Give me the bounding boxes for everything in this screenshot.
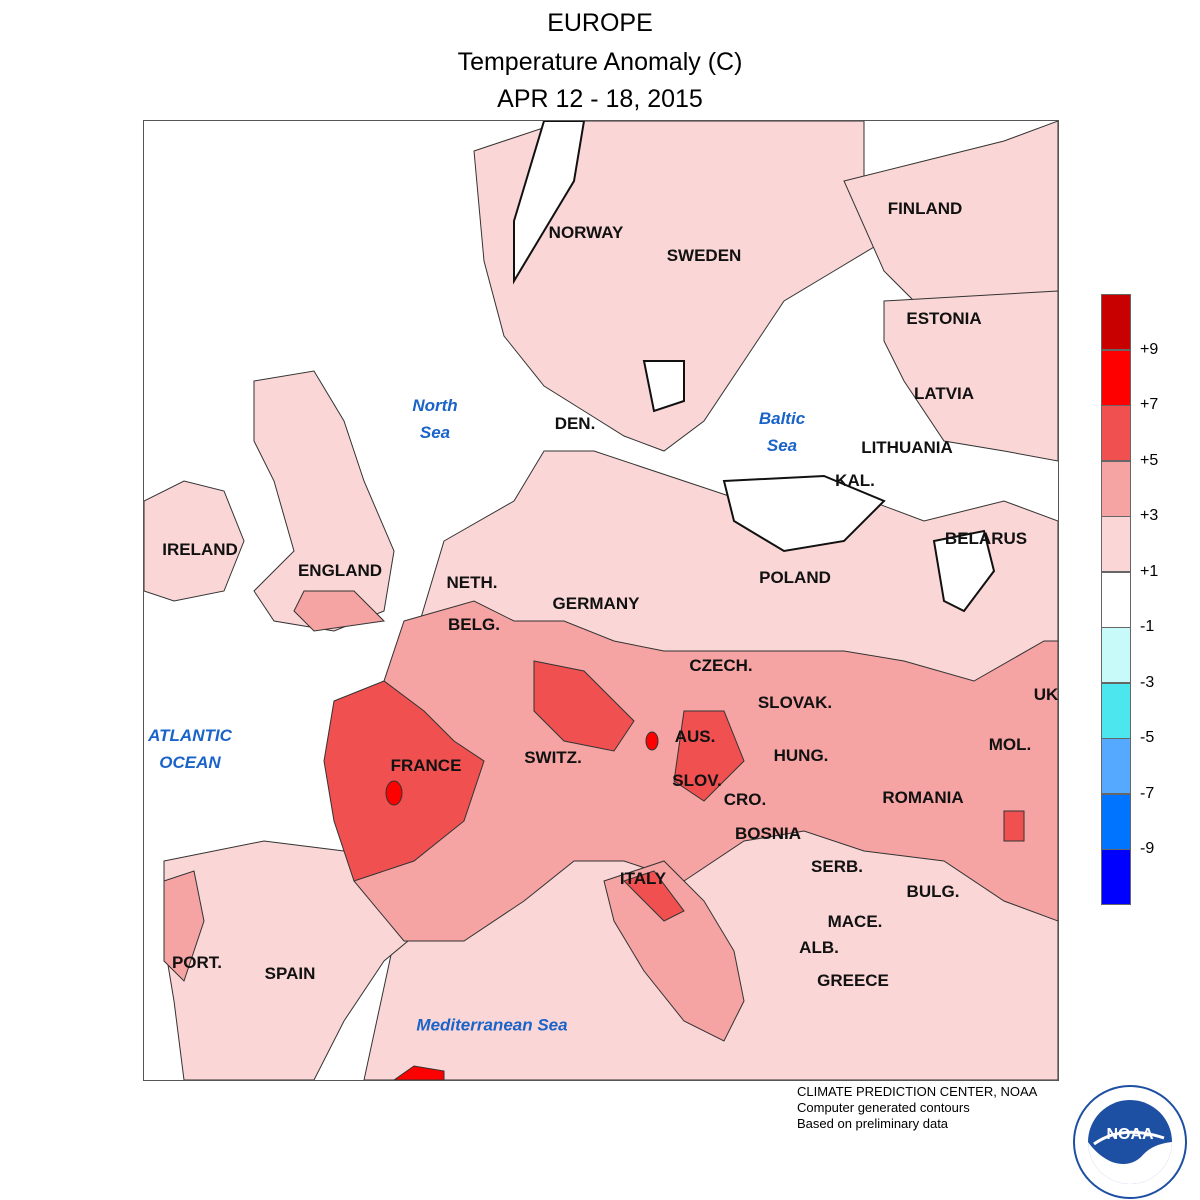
map-title-region: EUROPE — [547, 9, 653, 37]
legend-label: -3 — [1140, 673, 1155, 691]
land-anomaly-7-9 — [385, 731, 659, 1080]
great-britain — [253, 370, 395, 632]
country-label-port: PORT. — [171, 953, 223, 972]
credit-line-3: Based on preliminary data — [797, 1116, 949, 1131]
country-label-mace: MACE. — [827, 912, 883, 931]
legend-swatch — [1101, 571, 1131, 628]
scandinavia — [473, 121, 885, 452]
map-title-period: APR 12 - 18, 2015 — [497, 85, 703, 113]
country-label-czech: CZECH. — [689, 656, 753, 675]
legend-swatch — [1101, 738, 1131, 794]
legend-swatch — [1101, 682, 1131, 739]
legend-label: +5 — [1140, 451, 1159, 469]
water-label-line: ATLANTIC — [148, 726, 232, 745]
credit-line-1: CLIMATE PREDICTION CENTER, NOAA — [797, 1084, 1038, 1099]
legend-swatch — [1101, 349, 1131, 406]
country-label-kal: KAL. — [835, 471, 875, 490]
legend-swatch — [1101, 516, 1131, 572]
map-title-variable: Temperature Anomaly (C) — [457, 48, 743, 76]
country-label-poland: POLAND — [759, 568, 831, 587]
country-label-italy: ITALY — [619, 869, 667, 888]
legend-label: +9 — [1140, 340, 1159, 358]
water-label-line: Sea — [419, 423, 451, 442]
legend-swatch — [1101, 849, 1131, 905]
legend-swatch — [1101, 793, 1131, 850]
legend-label: +3 — [1140, 507, 1159, 524]
legend-swatch — [1101, 405, 1131, 461]
noaa-wordmark: NOAA — [1106, 1126, 1154, 1143]
country-label-belarus: BELARUS — [944, 529, 1028, 548]
anomaly-map: FINLAND NORWAY SWEDEN ESTONIA LATVIA LITHUANI… — [143, 120, 1059, 1081]
legend-label: +7 — [1140, 396, 1159, 413]
legend-label: -9 — [1140, 840, 1155, 857]
country-label-den: DEN. — [554, 414, 596, 433]
water-label-baltic-sea: Baltic Sea — [759, 405, 805, 459]
country-label-hung: HUNG. — [773, 746, 829, 765]
country-label-switz: SWITZ. — [524, 748, 582, 767]
country-label-greece: GREECE — [817, 971, 889, 990]
country-label-belg: BELG. — [448, 615, 500, 634]
water-label-north-sea: North Sea — [412, 392, 457, 446]
country-label-england: ENGLAND — [297, 561, 383, 580]
country-label-slovak: SLOVAK. — [757, 693, 833, 712]
country-label-france: FRANCE — [390, 756, 462, 775]
legend-swatch — [1101, 627, 1131, 683]
country-label-bosnia: BOSNIA — [734, 824, 802, 843]
land-anomaly-near-zero — [513, 121, 996, 613]
country-label-spain: SPAIN — [264, 964, 316, 983]
water-label-line: Baltic — [758, 409, 806, 428]
country-label-ireland: IRELAND — [162, 540, 238, 559]
country-label-latvia: LATVIA — [913, 384, 975, 403]
country-label-neth: NETH. — [446, 573, 498, 592]
baltic-belarus-east — [883, 290, 1058, 462]
country-label-slov: SLOV. — [672, 771, 722, 790]
country-label-sweden: SWEDEN — [666, 246, 742, 265]
water-label-mediterranean-sea: Mediterranean Sea — [416, 1012, 567, 1039]
country-label-serb: SERB. — [811, 857, 863, 876]
water-label-line: North — [412, 396, 458, 415]
water-label-line: OCEAN — [159, 753, 221, 772]
water-label-atlantic-ocean: ATLANTIC OCEAN — [148, 722, 232, 776]
country-label-romania: ROMANIA — [882, 788, 964, 807]
land-anomaly-5-7 — [323, 660, 1025, 922]
legend-label: +1 — [1140, 562, 1159, 580]
country-label-estonia: ESTONIA — [906, 309, 982, 328]
finland-region — [843, 121, 1058, 322]
country-label-germany: GERMANY — [552, 594, 640, 613]
water-label-line: Sea — [766, 436, 798, 455]
country-label-lithuania: LITHUANIA — [861, 438, 953, 457]
credit-block: CLIMATE PREDICTION CENTER, NOAA Computer… — [797, 1084, 1037, 1132]
country-label-uk: UK — [1033, 685, 1059, 704]
country-label-cro: CRO. — [723, 790, 767, 809]
noaa-logo: NOAA — [1073, 1085, 1187, 1199]
country-label-alb: ALB. — [799, 938, 839, 957]
country-label-finland: FINLAND — [887, 199, 963, 218]
credit-line-2: Computer generated contours — [797, 1100, 970, 1115]
map-canvas — [144, 121, 1058, 1080]
legend-label: -5 — [1140, 729, 1155, 746]
country-label-mol: MOL. — [988, 735, 1032, 754]
legend-swatch — [1101, 294, 1131, 350]
country-label-aus: AUS. — [674, 727, 716, 746]
ireland — [144, 480, 245, 602]
country-label-bulg: BULG. — [906, 882, 960, 901]
water-label-line: Mediterranean Sea — [416, 1015, 568, 1035]
legend-label: -1 — [1140, 618, 1155, 635]
legend-label: -7 — [1140, 784, 1155, 802]
country-label-norway: NORWAY — [548, 223, 624, 242]
legend-swatch — [1101, 460, 1131, 517]
